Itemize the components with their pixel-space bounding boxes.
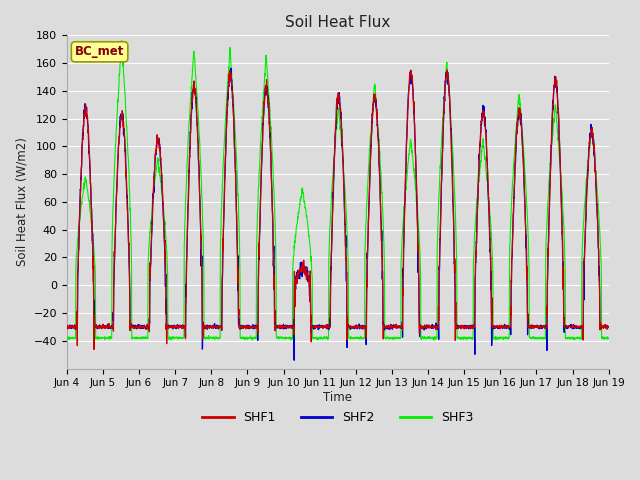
SHF1 bbox=[90, 347, 98, 352]
Y-axis label: Soil Heat Flux (W/m2): Soil Heat Flux (W/m2) bbox=[15, 137, 28, 266]
SHF2 bbox=[365, 188, 373, 193]
SHF3 bbox=[572, 335, 580, 341]
SHF1 bbox=[557, 190, 565, 196]
SHF2 bbox=[557, 195, 565, 201]
SHF2 bbox=[227, 65, 235, 71]
Title: Soil Heat Flux: Soil Heat Flux bbox=[285, 15, 390, 30]
SHF2 bbox=[214, 324, 221, 330]
Line: SHF3: SHF3 bbox=[67, 41, 609, 340]
Line: SHF1: SHF1 bbox=[67, 70, 609, 349]
SHF3 bbox=[557, 178, 565, 184]
SHF2 bbox=[495, 324, 503, 329]
SHF3 bbox=[430, 337, 438, 343]
SHF2 bbox=[605, 324, 612, 330]
SHF1 bbox=[353, 323, 361, 329]
SHF3 bbox=[214, 336, 222, 341]
SHF2 bbox=[572, 324, 580, 330]
SHF3 bbox=[118, 38, 125, 44]
SHF2 bbox=[63, 322, 70, 328]
SHF2 bbox=[291, 358, 298, 363]
Line: SHF2: SHF2 bbox=[67, 68, 609, 360]
SHF2 bbox=[354, 324, 362, 330]
SHF1 bbox=[572, 324, 580, 330]
SHF1 bbox=[605, 324, 612, 330]
Text: BC_met: BC_met bbox=[75, 45, 124, 59]
SHF3 bbox=[353, 335, 361, 340]
SHF3 bbox=[495, 336, 503, 341]
SHF1 bbox=[444, 67, 451, 73]
SHF3 bbox=[365, 153, 373, 158]
SHF1 bbox=[214, 325, 222, 331]
SHF1 bbox=[365, 194, 373, 200]
X-axis label: Time: Time bbox=[323, 391, 352, 404]
SHF1 bbox=[495, 322, 503, 328]
SHF3 bbox=[605, 335, 612, 341]
SHF1 bbox=[63, 324, 70, 330]
Legend: SHF1, SHF2, SHF3: SHF1, SHF2, SHF3 bbox=[197, 406, 478, 429]
SHF3 bbox=[63, 334, 70, 340]
